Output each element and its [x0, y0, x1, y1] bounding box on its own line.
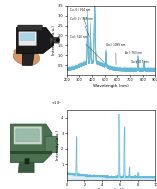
Ellipse shape [24, 46, 29, 50]
Ellipse shape [13, 49, 40, 66]
FancyBboxPatch shape [20, 33, 34, 41]
Polygon shape [18, 163, 34, 173]
Ellipse shape [29, 48, 34, 51]
Text: Cu II: 3 / 388 nm: Cu II: 3 / 388 nm [70, 17, 93, 37]
FancyBboxPatch shape [50, 37, 59, 43]
Circle shape [56, 39, 60, 42]
Text: $\times10^{4}$: $\times10^{4}$ [51, 0, 62, 3]
FancyBboxPatch shape [14, 126, 42, 144]
FancyBboxPatch shape [11, 151, 52, 154]
FancyBboxPatch shape [19, 32, 36, 46]
Text: Ga I: 1099 nm: Ga I: 1099 nm [106, 43, 125, 64]
Ellipse shape [18, 47, 24, 50]
Text: Cu I: 510 nm: Cu I: 510 nm [70, 36, 104, 62]
Text: Cu: 6 / 364 nm: Cu: 6 / 364 nm [70, 8, 91, 27]
FancyBboxPatch shape [16, 129, 39, 142]
Y-axis label: Intensity (a.u.): Intensity (a.u.) [52, 26, 57, 55]
X-axis label: Energy (keV): Energy (keV) [98, 188, 124, 189]
Polygon shape [22, 53, 34, 65]
Text: $\times10^{4}$: $\times10^{4}$ [51, 100, 62, 107]
Text: Ga I: 417 nm: Ga I: 417 nm [131, 60, 149, 70]
Polygon shape [11, 124, 52, 163]
FancyBboxPatch shape [18, 25, 42, 30]
FancyBboxPatch shape [45, 136, 57, 153]
Polygon shape [16, 27, 54, 53]
FancyBboxPatch shape [25, 159, 29, 164]
Ellipse shape [14, 50, 19, 53]
Y-axis label: Intensity (a.u.): Intensity (a.u.) [56, 130, 60, 160]
Text: Ar I: 763 nm: Ar I: 763 nm [125, 51, 142, 64]
X-axis label: Wavelength (nm): Wavelength (nm) [93, 84, 129, 88]
